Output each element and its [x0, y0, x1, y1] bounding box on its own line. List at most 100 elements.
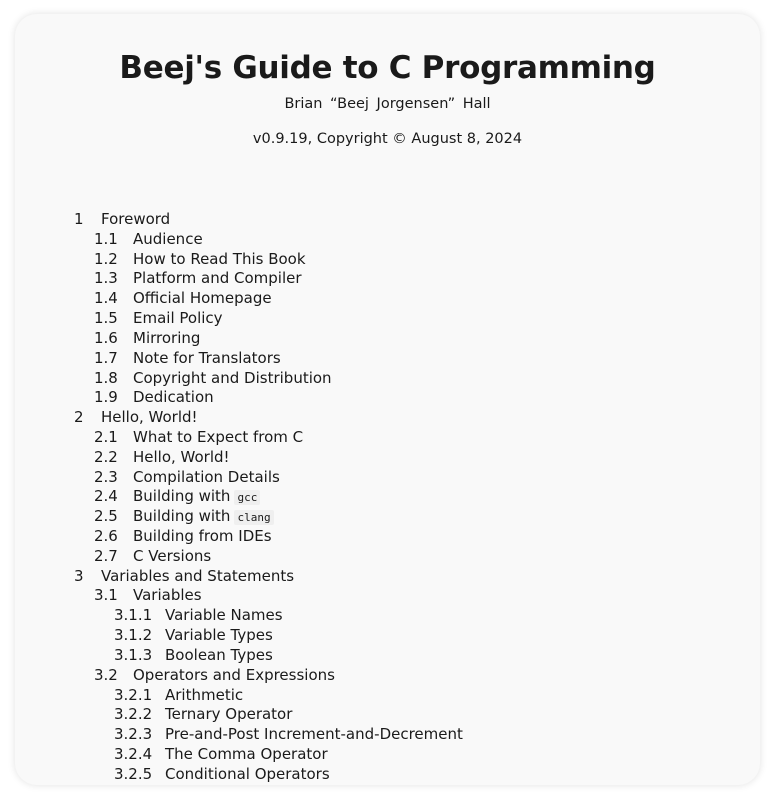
- toc-entry[interactable]: 1.3 Platform and Compiler: [15, 269, 760, 289]
- toc-entry-number: 3.1.2: [114, 626, 153, 645]
- toc-entry-number: 1.3: [94, 269, 118, 288]
- toc-entry-number: 3.2.3: [114, 725, 153, 744]
- toc-entry[interactable]: 2 Hello, World!: [15, 408, 760, 428]
- toc-entry-title: Audience: [133, 229, 203, 248]
- toc-entry-title: Foreword: [101, 210, 171, 228]
- toc-entry-number: 1.6: [94, 328, 118, 347]
- toc-entry[interactable]: 1.6 Mirroring: [15, 329, 760, 349]
- document-page: Beej's Guide to C Programming Brian “Bee…: [15, 14, 760, 785]
- toc-entry[interactable]: 3.1.2 Variable Types: [15, 626, 760, 646]
- toc-entry[interactable]: 1.5 Email Policy: [15, 309, 760, 329]
- toc-entry-title: Building with: [133, 487, 231, 506]
- toc-entry-link[interactable]: Pre-and-Post Increment-and-Decrement: [165, 725, 463, 745]
- toc-entry-number: 3.2.5: [114, 764, 153, 783]
- toc-entry-number: 3: [74, 566, 84, 585]
- toc-entry-link[interactable]: Mirroring: [133, 329, 200, 349]
- toc-entry-title: Hello, World!: [101, 408, 198, 427]
- toc-entry-link[interactable]: Hello, World!: [133, 448, 230, 468]
- toc-entry-link[interactable]: Email Policy: [133, 309, 223, 329]
- toc-entry[interactable]: 1.4 Official Homepage: [15, 289, 760, 309]
- toc-entry-title: C Versions: [133, 546, 212, 565]
- toc-entry-link[interactable]: Variables and Statements: [101, 567, 294, 587]
- toc-entry[interactable]: 3.2.5 Conditional Operators: [15, 765, 760, 785]
- toc-entry[interactable]: 3 Variables and Statements: [15, 567, 760, 587]
- toc-entry-title: Mirroring: [133, 328, 201, 347]
- toc-entry[interactable]: 2.1 What to Expect from C: [15, 428, 760, 448]
- toc-entry[interactable]: 1.9 Dedication: [15, 388, 760, 408]
- toc-entry-title: Dedication: [133, 388, 214, 407]
- toc-entry[interactable]: 3.2.3 Pre-and-Post Increment-and-Decremen…: [15, 725, 760, 745]
- toc-entry[interactable]: 2.6 Building from IDEs: [15, 527, 760, 547]
- toc-entry-number: 3.1.1: [114, 606, 153, 625]
- toc-entry-number: 2.7: [94, 546, 118, 565]
- toc-entry-link[interactable]: Variables: [133, 586, 202, 606]
- toc-entry[interactable]: 2.2 Hello, World!: [15, 448, 760, 468]
- toc-entry-number: 2.2: [94, 447, 118, 466]
- toc-entry-link[interactable]: What to Expect from C: [133, 428, 303, 448]
- toc-entry-title: Operators and Expressions: [133, 665, 335, 684]
- toc-entry-link[interactable]: Dedication: [133, 388, 214, 408]
- toc-entry-link[interactable]: Hello, World!: [101, 408, 198, 428]
- toc-entry-number: 3.2.2: [114, 705, 153, 724]
- toc-entry-link[interactable]: Building with gcc: [133, 487, 261, 508]
- toc-entry-number: 1.9: [94, 388, 118, 407]
- toc-entry-link[interactable]: Variable Types: [165, 626, 273, 646]
- toc-entry-number: 2.6: [94, 527, 118, 545]
- toc-entry[interactable]: 2.5 Building with clang: [15, 507, 760, 527]
- toc-entry-code: gcc: [234, 490, 261, 506]
- toc-entry[interactable]: 1.2 How to Read This Book: [15, 250, 760, 270]
- toc-entry[interactable]: 3.2.4 The Comma Operator: [15, 745, 760, 765]
- toc-entry-link[interactable]: Variable Names: [165, 606, 283, 626]
- toc-entry-link[interactable]: Platform and Compiler: [133, 269, 302, 289]
- toc-entry-number: 2.1: [94, 427, 118, 446]
- toc-entry[interactable]: 3.2.2 Ternary Operator: [15, 705, 760, 725]
- toc-entry-link[interactable]: Compilation Details: [133, 468, 280, 488]
- toc-entry-title: Variables and Statements: [101, 566, 295, 585]
- toc-entry-number: 2.3: [94, 467, 118, 486]
- toc-entry-link[interactable]: Foreword: [101, 210, 170, 230]
- toc-entry-title: Email Policy: [133, 309, 223, 328]
- toc-entry-title: Building from IDEs: [133, 527, 272, 545]
- toc-entry[interactable]: 3.2.1 Arithmetic: [15, 686, 760, 706]
- toc-entry[interactable]: 3.1.1 Variable Names: [15, 606, 760, 626]
- toc-entry-number: 1.8: [94, 368, 118, 387]
- toc-entry[interactable]: 2.7 C Versions: [15, 547, 760, 567]
- toc-entry-link[interactable]: Boolean Types: [165, 646, 273, 666]
- toc-entry-link[interactable]: Note for Translators: [133, 349, 281, 369]
- toc-entry-code: clang: [234, 510, 274, 526]
- toc-entry-link[interactable]: Building from IDEs: [133, 527, 272, 547]
- toc-entry-link[interactable]: Ternary Operator: [165, 705, 292, 725]
- toc-entry-number: 2: [74, 408, 84, 427]
- toc-entry-number: 1.7: [94, 348, 118, 367]
- toc-entry[interactable]: 1.1 Audience: [15, 230, 760, 250]
- toc-entry-link[interactable]: Conditional Operators: [165, 765, 330, 785]
- toc-entry-title: What to Expect from C: [133, 427, 304, 446]
- toc-entry[interactable]: 1.8 Copyright and Distribution: [15, 369, 760, 389]
- toc-entry-link[interactable]: Building with clang: [133, 507, 274, 528]
- toc-entry-link[interactable]: How to Read This Book: [133, 250, 306, 270]
- toc-entry[interactable]: 3.2 Operators and Expressions: [15, 666, 760, 686]
- table-of-contents: 1 Foreword 1.1 Audience 1.2 How to Read This …: [15, 210, 760, 785]
- toc-entry-title: Hello, World!: [133, 447, 230, 466]
- toc-entry[interactable]: 3.1 Variables: [15, 586, 760, 606]
- toc-entry[interactable]: 3.1.3 Boolean Types: [15, 646, 760, 666]
- toc-entry-number: 3.2.1: [114, 685, 153, 704]
- toc-entry[interactable]: 2.3 Compilation Details: [15, 468, 760, 488]
- toc-entry-link[interactable]: Arithmetic: [165, 686, 243, 706]
- toc-entry[interactable]: 1.7 Note for Translators: [15, 349, 760, 369]
- toc-entry-title: Conditional Operators: [165, 764, 330, 783]
- toc-entry-link[interactable]: Official Homepage: [133, 289, 272, 309]
- toc-entry-number: 1.1: [94, 229, 118, 248]
- toc-entry[interactable]: 1 Foreword: [15, 210, 760, 230]
- toc-entry-number: 1.4: [94, 289, 118, 308]
- toc-entry-title: Pre-and-Post Increment-and-Decrement: [165, 725, 463, 744]
- toc-entry-title: Platform and Compiler: [133, 269, 302, 288]
- toc-entry-number: 1.5: [94, 309, 118, 328]
- toc-entry[interactable]: 2.4 Building with gcc: [15, 487, 760, 507]
- toc-entry-link[interactable]: Audience: [133, 230, 203, 250]
- toc-entry-link[interactable]: Copyright and Distribution: [133, 369, 332, 389]
- toc-entry-link[interactable]: Operators and Expressions: [133, 666, 335, 686]
- toc-entry-title: Note for Translators: [133, 348, 281, 367]
- toc-entry-link[interactable]: C Versions: [133, 547, 211, 567]
- toc-entry-link[interactable]: The Comma Operator: [165, 745, 328, 765]
